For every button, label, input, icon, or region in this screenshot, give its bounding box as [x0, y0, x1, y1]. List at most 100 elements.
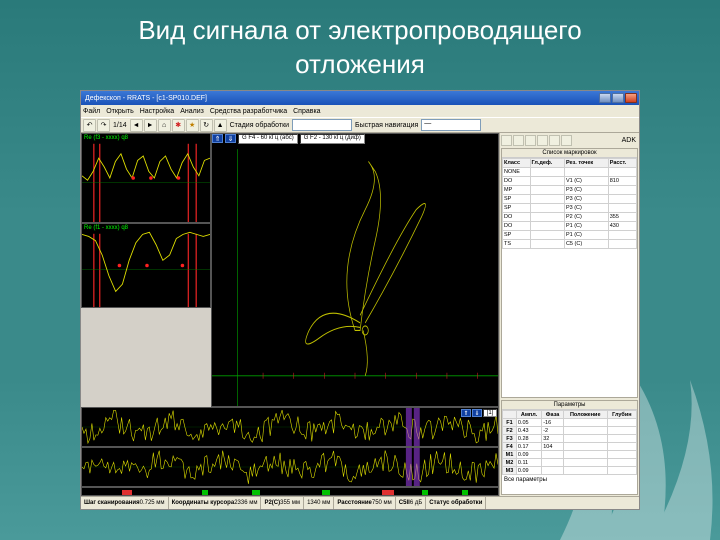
- menu-analysis[interactable]: Анализ: [180, 108, 204, 115]
- table-row[interactable]: DOP2 (C)355: [503, 213, 637, 222]
- main-plot-down-icon[interactable]: ⇓: [225, 134, 236, 143]
- titlebar[interactable]: Дефекскоп - RRATS - [c1-SP010.DEF]: [81, 91, 639, 105]
- rt-icon-1[interactable]: [501, 135, 512, 146]
- stage-label: Стадия обработки: [230, 122, 289, 129]
- param-panel: Параметры Ампл.ФазаПоложениеГлубинF10.05…: [501, 400, 638, 495]
- mark-segment[interactable]: [122, 490, 132, 495]
- maximize-button[interactable]: [612, 93, 624, 103]
- stage-combo[interactable]: [292, 119, 352, 131]
- right-column: ADK Список маркировок КлассГл.деф.Рез. т…: [499, 133, 639, 496]
- mark-strip[interactable]: [81, 487, 499, 496]
- param-table[interactable]: Ампл.ФазаПоложениеГлубинF10.05-16F20.43-…: [502, 410, 637, 475]
- all-params-link[interactable]: Все параметры: [502, 475, 637, 485]
- main-plot-header: ⇑ ⇓ G F4 - 60 кГц (абс) G F2 - 130 кГц (…: [212, 134, 498, 144]
- tool-up-icon[interactable]: ▲: [214, 119, 227, 132]
- tool-redo-icon[interactable]: ↷: [97, 119, 110, 132]
- rt-icon-6[interactable]: [561, 135, 572, 146]
- table-row[interactable]: F20.43-2: [503, 427, 637, 435]
- adk-label: ADK: [622, 137, 638, 144]
- close-button[interactable]: [625, 93, 637, 103]
- minimize-button[interactable]: [599, 93, 611, 103]
- menu-help[interactable]: Справка: [293, 108, 320, 115]
- table-row[interactable]: SPP3 (C): [503, 204, 637, 213]
- rt-icon-5[interactable]: [549, 135, 560, 146]
- main-plot[interactable]: ⇑ ⇓ G F4 - 60 кГц (абс) G F2 - 130 кГц (…: [211, 133, 499, 407]
- table-row[interactable]: F40.17104: [503, 443, 637, 451]
- wave1-svg: [82, 408, 498, 446]
- rt-icon-3[interactable]: [525, 135, 536, 146]
- wave-strip-1-nav: ⇑ ⇓ [1]: [461, 409, 497, 417]
- table-row[interactable]: NONE: [503, 168, 637, 177]
- status-cell: C5II 6 дБ: [396, 497, 426, 509]
- slide-title: Вид сигнала от электропроводящего отложе…: [0, 0, 720, 86]
- rt-icon-2[interactable]: [513, 135, 524, 146]
- mid-column: ⇑ ⇓ G F4 - 60 кГц (абс) G F2 - 130 кГц (…: [211, 133, 499, 496]
- wave-strip-1-label: [1]: [483, 409, 497, 417]
- table-row[interactable]: DOP1 (C)430: [503, 222, 637, 231]
- status-cell: Расстояние 750 мм: [334, 497, 395, 509]
- mark-segment[interactable]: [252, 490, 260, 495]
- menu-devtools[interactable]: Средства разработчика: [210, 108, 287, 115]
- param-title: Параметры: [502, 401, 637, 410]
- mark-segment[interactable]: [422, 490, 428, 495]
- mark-segment[interactable]: [202, 490, 208, 495]
- table-row[interactable]: M20.11: [503, 459, 637, 467]
- menu-open[interactable]: Открыть: [106, 108, 134, 115]
- app-window: Дефекскоп - RRATS - [c1-SP010.DEF] Файл …: [80, 90, 640, 510]
- mark-segment[interactable]: [462, 490, 468, 495]
- tool-home-icon[interactable]: ⌂: [158, 119, 171, 132]
- window-title: Дефекскоп - RRATS - [c1-SP010.DEF]: [83, 95, 598, 102]
- tool-prev-icon[interactable]: ◄: [130, 119, 143, 132]
- toolbar: ↶ ↷ 1/14 ◄ ► ⌂ ✱ ★ ↻ ▲ Стадия обработки …: [81, 117, 639, 133]
- marking-table[interactable]: КлассГл.деф.Рез. точекРасст.NONEDOV1 (C)…: [502, 158, 637, 249]
- nav-combo[interactable]: —: [421, 119, 481, 131]
- table-row[interactable]: SPP1 (C): [503, 231, 637, 240]
- param-col: Ампл.: [516, 411, 541, 419]
- tool-next-icon[interactable]: ►: [144, 119, 157, 132]
- table-row[interactable]: F30.2832: [503, 435, 637, 443]
- table-row[interactable]: TSC5 (C): [503, 240, 637, 249]
- rt-icon-4[interactable]: [537, 135, 548, 146]
- param-col: Фаза: [542, 411, 564, 419]
- wave-up-icon[interactable]: ⇑: [461, 409, 471, 417]
- status-cell: Координаты курсора 2336 мм: [169, 497, 262, 509]
- statusbar: Шаг сканирования 0.725 ммКоординаты курс…: [81, 496, 639, 509]
- wave-strip-2[interactable]: [81, 447, 499, 487]
- scope-bot-svg: [82, 224, 210, 307]
- right-toolbar: ADK: [500, 133, 639, 147]
- marking-col: Гл.деф.: [530, 159, 564, 168]
- status-cell: Статус обработки: [426, 497, 486, 509]
- nav-label: Быстрая навигация: [355, 122, 418, 129]
- table-row[interactable]: M30.09: [503, 467, 637, 475]
- tool-undo-icon[interactable]: ↶: [83, 119, 96, 132]
- marking-col: Расст.: [608, 159, 636, 168]
- mark-segment[interactable]: [322, 490, 330, 495]
- param-col: Положение: [563, 411, 607, 419]
- main-plot-svg: [212, 134, 498, 406]
- marking-panel: Список маркировок КлассГл.деф.Рез. точек…: [501, 148, 638, 398]
- mark-segment[interactable]: [382, 490, 394, 495]
- table-row[interactable]: DOV1 (C)810: [503, 177, 637, 186]
- param-col: Глубин: [607, 411, 636, 419]
- main-plot-up-icon[interactable]: ⇑: [212, 134, 223, 143]
- main-plot-info1: G F4 - 60 кГц (абс): [238, 134, 298, 144]
- table-row[interactable]: M10.09: [503, 451, 637, 459]
- table-row[interactable]: F10.05-16: [503, 419, 637, 427]
- table-row[interactable]: MPP3 (C): [503, 186, 637, 195]
- wave-strip-1[interactable]: ⇑ ⇓ [1]: [81, 407, 499, 447]
- scope-top[interactable]: Re (f3 - хххх) q8: [81, 133, 211, 223]
- tool-star2-icon[interactable]: ★: [186, 119, 199, 132]
- menubar: Файл Открыть Настройка Анализ Средства р…: [81, 105, 639, 117]
- tool-star-icon[interactable]: ✱: [172, 119, 185, 132]
- slide-title-line1: Вид сигнала от электропроводящего: [138, 15, 581, 45]
- marking-title: Список маркировок: [502, 149, 637, 158]
- menu-settings[interactable]: Настройка: [140, 108, 174, 115]
- status-cell: 1340 мм: [304, 497, 334, 509]
- tool-refresh-icon[interactable]: ↻: [200, 119, 213, 132]
- table-row[interactable]: SPP3 (C): [503, 195, 637, 204]
- wave-down-icon[interactable]: ⇓: [472, 409, 482, 417]
- menu-file[interactable]: Файл: [83, 108, 100, 115]
- status-cell: Шаг сканирования 0.725 мм: [81, 497, 169, 509]
- main-plot-info2: G F2 - 130 кГц (диф): [300, 134, 365, 144]
- scope-bot[interactable]: Re (f1 - хххх) q8: [81, 223, 211, 308]
